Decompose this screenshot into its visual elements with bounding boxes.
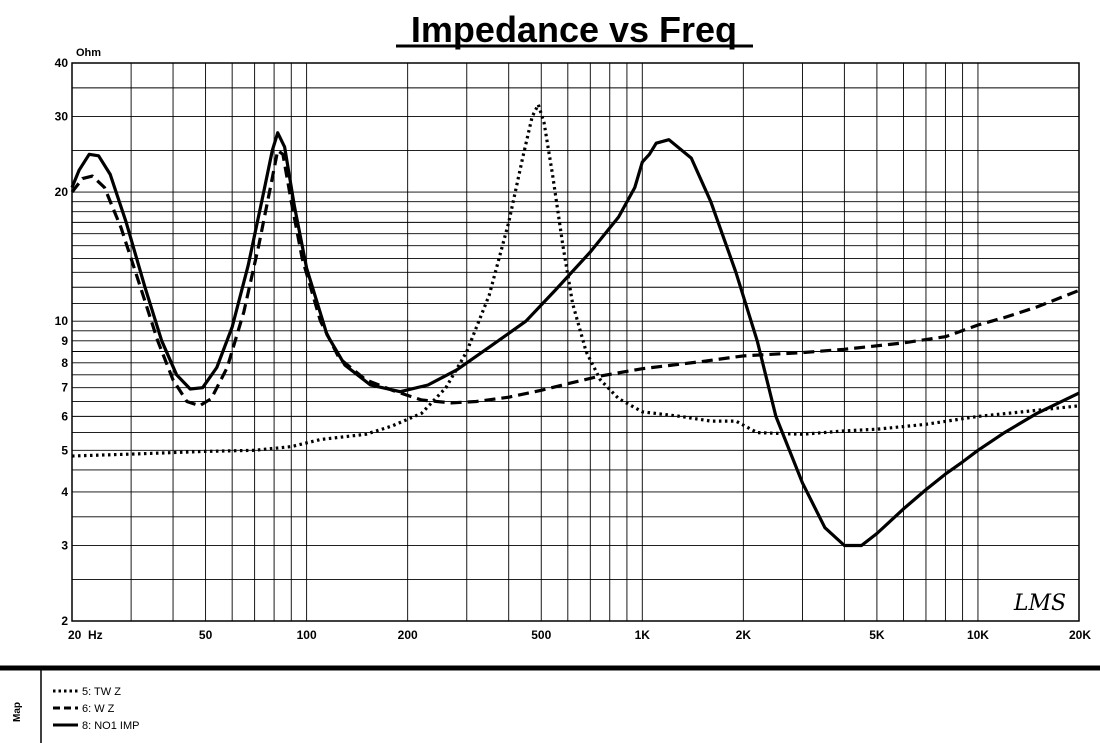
series-layer [70, 103, 1080, 548]
y-tick-label: 8 [61, 356, 68, 370]
plot-border [71, 62, 1080, 622]
y-tick-label: 3 [61, 538, 68, 552]
map-label: Map [12, 702, 23, 722]
x-tick-label: 20 Hz [68, 628, 103, 642]
y-axis-unit-label: Ohm [76, 47, 101, 59]
y-tick-label: 6 [61, 409, 68, 423]
series-line-2 [70, 148, 1080, 408]
x-tick-label: 1K [635, 628, 651, 642]
y-tick-label: 40 [55, 56, 69, 70]
lms-logo: LMS [1013, 591, 1066, 616]
x-tick-label: 50 [199, 628, 213, 642]
y-tick-label: 5 [61, 443, 68, 457]
y-tick-label: 10 [55, 314, 69, 328]
legend-label: 5: TW Z [82, 686, 121, 698]
x-tick-labels: 20 Hz 50 100 200 500 1K 2K 5K 10K 20K [68, 628, 1091, 642]
x-tick-label: 500 [531, 628, 551, 642]
y-tick-label: 4 [61, 485, 68, 499]
x-tick-label: 200 [398, 628, 418, 642]
grid [72, 63, 1079, 621]
legend-label: 8: NO1 IMP [82, 720, 139, 732]
y-tick-label: 20 [55, 185, 69, 199]
x-tick-label: 2K [736, 628, 752, 642]
y-tick-label: 30 [55, 110, 69, 124]
x-tick-label: 100 [297, 628, 317, 642]
y-tick-label: 7 [61, 381, 68, 395]
x-tick-label: 5K [869, 628, 885, 642]
y-tick-label: 2 [61, 614, 68, 628]
series-line-3 [70, 131, 1080, 548]
legend: 5: TW Z 6: W Z 8: NO1 IMP [53, 686, 139, 732]
series-line-1 [71, 103, 1080, 458]
y-tick-label: 9 [61, 334, 68, 348]
x-tick-label: 20K [1069, 628, 1091, 642]
chart-title: Impedance vs Freq [411, 9, 737, 50]
legend-label: 6: W Z [82, 703, 115, 715]
x-tick-label: 10K [967, 628, 989, 642]
y-tick-labels: 2 3 4 5 6 7 8 9 10 20 30 40 [55, 56, 69, 628]
